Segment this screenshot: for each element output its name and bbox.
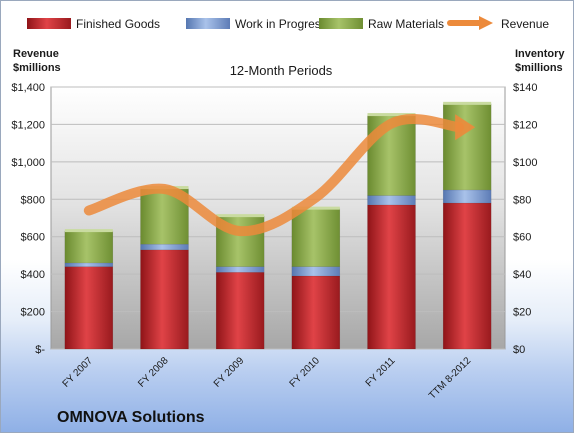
category-label: FY 2008 (136, 355, 171, 390)
right-axis-title-line1: Inventory (515, 48, 565, 60)
bar-work-in-progress-fy-2008 (140, 243, 189, 251)
company-name: OMNOVA Solutions (57, 409, 205, 426)
left-tick-label: $400 (21, 269, 45, 281)
left-tick-label: $800 (21, 194, 45, 206)
bar-work-in-progress-ttm-8-2012 (442, 189, 492, 204)
legend-swatch-work-in-progress (186, 18, 230, 29)
bar-work-in-progress-fy-2010 (291, 266, 341, 277)
right-tick-label: $140 (513, 82, 537, 94)
bar-work-in-progress-fy-2011 (367, 195, 416, 206)
right-tick-label: $100 (513, 157, 537, 169)
left-tick-label: $1,400 (11, 82, 45, 94)
legend-item-work-in-progress: Work in Progress (186, 17, 327, 31)
left-axis-title-line1: Revenue (13, 48, 59, 60)
left-tick-label: $200 (21, 307, 45, 319)
chart-subtitle: 12-Month Periods (230, 63, 333, 78)
right-tick-label: $40 (513, 269, 531, 281)
left-axis-ticks: $- $200 $400 $600 $800 $1,000 $1,200 $1,400 (11, 82, 45, 356)
bar-work-in-progress-fy-2007 (64, 262, 114, 267)
legend-arrow-icon (479, 16, 493, 30)
legend-item-raw-materials: Raw Materials (319, 17, 444, 31)
bar-cap-fy-2007 (64, 229, 113, 233)
category-label: FY 2009 (212, 355, 247, 390)
bar-work-in-progress-fy-2009 (215, 266, 265, 273)
category-label: FY 2007 (61, 355, 96, 390)
bar-raw-materials-ttm-8-2012 (442, 103, 492, 191)
bar-finished-goods-fy-2008 (140, 249, 189, 350)
legend: Finished Goods Work in Progress Raw Mate… (27, 16, 549, 31)
left-tick-label: $1,000 (11, 157, 45, 169)
revenue-arrowhead (455, 114, 476, 141)
category-labels: FY 2007 FY 2008 FY 2009 FY 2010 FY 2011 TTM 8… (61, 355, 474, 402)
right-tick-label: $120 (513, 119, 537, 131)
bar-finished-goods-fy-2007 (64, 266, 114, 350)
category-label: TTM 8-2012 (427, 355, 474, 402)
revenue-line-layer (83, 114, 476, 237)
legend-swatch-finished-goods (27, 18, 71, 29)
left-tick-label: $- (35, 344, 45, 356)
left-axis-title-line2: $millions (13, 62, 61, 74)
category-label: FY 2010 (288, 355, 323, 390)
bar-raw-materials-fy-2007 (64, 230, 114, 264)
bar-cap-fy-2011 (367, 113, 416, 117)
right-tick-label: $0 (513, 344, 525, 356)
legend-swatch-raw-materials (319, 18, 363, 29)
legend-label-finished-goods: Finished Goods (76, 17, 160, 31)
legend-item-revenue: Revenue (447, 16, 549, 31)
right-tick-label: $80 (513, 194, 531, 206)
bar-finished-goods-fy-2009 (215, 272, 265, 350)
bar-finished-goods-fy-2010 (291, 275, 341, 350)
legend-item-finished-goods: Finished Goods (27, 17, 160, 31)
bar-cap-fy-2009 (216, 214, 265, 218)
left-tick-label: $1,200 (11, 119, 45, 131)
bar-finished-goods-ttm-8-2012 (442, 202, 492, 350)
bar-raw-materials-fy-2010 (291, 208, 341, 267)
right-axis-ticks: $0 $20 $40 $60 $80 $100 $120 $140 (513, 82, 537, 356)
right-axis-title-line2: $millions (515, 62, 563, 74)
legend-label-raw-materials: Raw Materials (368, 17, 444, 31)
left-tick-label: $600 (21, 232, 45, 244)
bar-cap-ttm-8-2012 (443, 101, 492, 105)
bars (64, 101, 492, 350)
category-label: FY 2011 (364, 355, 398, 389)
revenue-line (83, 114, 465, 237)
legend-label-work-in-progress: Work in Progress (235, 17, 327, 31)
right-tick-label: $20 (513, 307, 531, 319)
right-tick-label: $60 (513, 232, 531, 244)
legend-label-revenue: Revenue (501, 17, 549, 31)
bar-finished-goods-fy-2011 (367, 204, 416, 350)
bar-cap-fy-2010 (291, 206, 340, 210)
